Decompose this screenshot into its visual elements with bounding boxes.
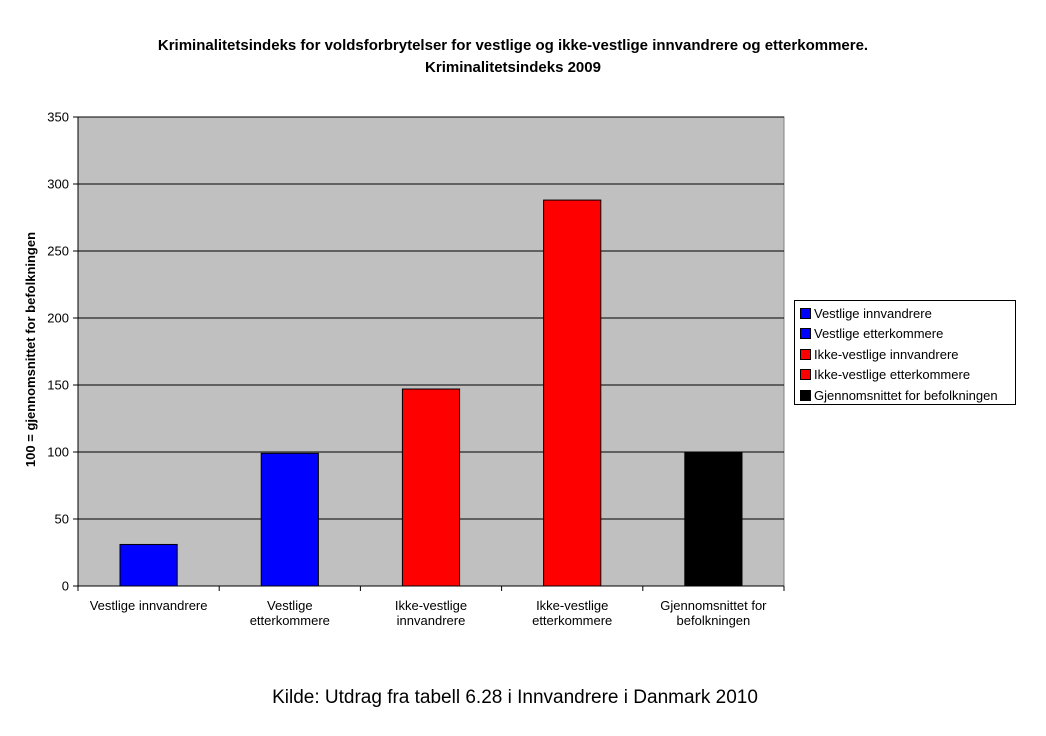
bar [119, 543, 178, 587]
legend-swatch [800, 389, 811, 401]
bar [260, 452, 319, 587]
y-axis-label: 100 = gjennomsnittet for befolkningen [23, 232, 38, 467]
x-category-label: Vestlige etterkommere [250, 598, 330, 628]
x-category-label-line: Ikke-vestlige [536, 598, 608, 613]
legend-item: Gjennomsnittet for befolkningen [800, 385, 1015, 406]
source-note: Kilde: Utdrag fra tabell 6.28 i Innvandr… [272, 687, 758, 708]
legend-label: Ikke-vestlige innvandrere [814, 346, 959, 362]
y-tick-label: 50 [55, 512, 69, 527]
legend-swatch [800, 328, 811, 340]
y-tick-label: 150 [47, 378, 69, 393]
y-tick-label: 200 [47, 311, 69, 326]
chart-title-line1: Kriminalitetsindeks for voldsforbrytelse… [157, 37, 869, 54]
chart-legend: Vestlige innvandrere Vestlige etterkommer… [794, 300, 1016, 405]
legend-item: Vestlige etterkommere [800, 324, 1015, 345]
legend-label: Gjennomsnittet for befolkningen [814, 387, 998, 403]
x-category-label-line: Ikke-vestlige [395, 598, 467, 613]
y-tick-label: 0 [62, 579, 69, 594]
x-category-label-line: etterkommere [532, 613, 612, 628]
x-category-label: Ikke-vestlige etterkommere [532, 598, 612, 628]
x-category-label: Vestlige innvandrere [90, 598, 208, 613]
x-category-label: Gjennomsnittet for befolkningen [660, 598, 767, 628]
x-category-label-line: innvandrere [397, 613, 466, 628]
y-tick-label: 100 [47, 445, 69, 460]
legend-swatch [800, 348, 811, 360]
x-category-label-line: Vestlige innvandrere [90, 598, 208, 613]
x-category-label: Ikke-vestlige innvandrere [395, 598, 467, 628]
legend-item: Vestlige innvandrere [800, 303, 1015, 324]
x-category-label-line: befolkningen [677, 613, 751, 628]
bar [543, 199, 602, 587]
legend-swatch [800, 369, 811, 381]
chart-subtitle: Kriminalitetsindeks 2009 [425, 59, 601, 76]
legend-swatch [800, 307, 811, 319]
y-tick-label: 350 [47, 110, 69, 125]
x-category-label-line: etterkommere [250, 613, 330, 628]
x-category-label-line: Gjennomsnittet for [660, 598, 767, 613]
chart-title: Kriminalitetsindeks for voldsforbrytelse… [0, 35, 1026, 79]
x-category-label-line: Vestlige [267, 598, 313, 613]
legend-item: Ikke-vestlige etterkommere [800, 365, 1015, 386]
bar [401, 388, 461, 587]
y-tick-label: 300 [47, 177, 69, 192]
y-tick-label: 250 [47, 244, 69, 259]
legend-label: Vestlige etterkommere [814, 326, 944, 342]
legend-label: Ikke-vestlige etterkommere [814, 367, 971, 383]
bar [684, 451, 743, 587]
legend-item: Ikke-vestlige innvandrere [800, 344, 1015, 365]
legend-label: Vestlige innvandrere [814, 305, 932, 321]
